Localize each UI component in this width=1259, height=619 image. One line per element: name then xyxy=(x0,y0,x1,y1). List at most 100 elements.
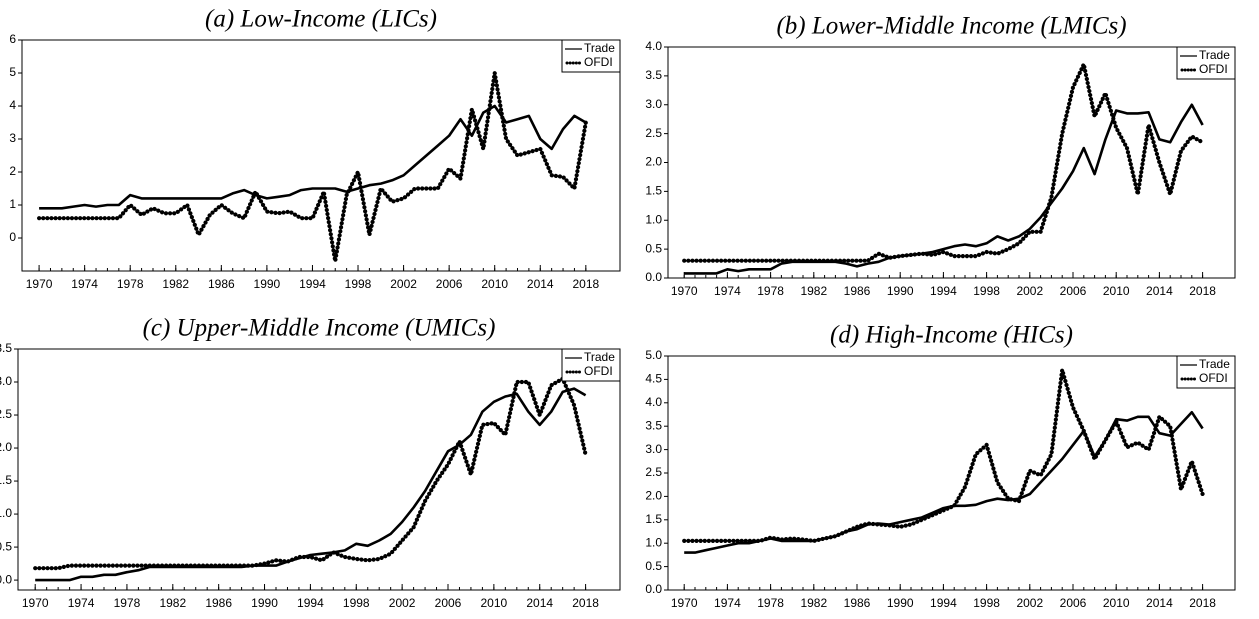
x-tick-label: 2014 xyxy=(1146,596,1173,610)
x-tick-label: 1998 xyxy=(973,596,1000,610)
x-tick-label: 1982 xyxy=(800,596,827,610)
y-tick-label: 3.0 xyxy=(645,97,662,111)
x-tick-label: 1982 xyxy=(800,284,827,298)
x-tick-label: 2002 xyxy=(1016,596,1043,610)
y-tick-label: 1.0 xyxy=(645,535,662,549)
panel-title: (c) Upper-Middle Income (UMICs) xyxy=(143,315,496,342)
y-tick-label: 4.5 xyxy=(645,372,662,386)
x-tick-label: 1994 xyxy=(299,277,326,291)
legend-box xyxy=(561,348,621,382)
plot-frame xyxy=(21,39,621,272)
legend-box xyxy=(1176,355,1236,389)
x-tick-label: 1974 xyxy=(68,596,95,610)
y-tick-label: 4.0 xyxy=(645,39,662,53)
x-tick-label: 1970 xyxy=(26,277,53,291)
legend-label: Trade xyxy=(584,350,615,364)
legend-label: OFDI xyxy=(584,364,613,378)
y-tick-label: 2.5 xyxy=(645,126,662,140)
plot-frame xyxy=(667,46,1236,279)
x-tick-label: 2010 xyxy=(481,277,508,291)
x-tick-label: 1970 xyxy=(22,596,49,610)
y-tick-label: 3.5 xyxy=(645,68,662,82)
y-tick-label: 4.0 xyxy=(645,395,662,409)
series-line xyxy=(682,367,1205,543)
panel: (b) Lower-Middle Income (LMICs) 0.0 0.5 1.0… xyxy=(645,13,1236,298)
y-tick-label: 2.5 xyxy=(0,407,12,421)
x-tick-label: 2018 xyxy=(572,596,599,610)
series-line xyxy=(682,62,1205,263)
x-tick-label: 1978 xyxy=(757,596,784,610)
x-tick-label: 2002 xyxy=(389,596,416,610)
x-tick-label: 2006 xyxy=(436,277,463,291)
y-tick-label: 1.5 xyxy=(0,473,12,487)
legend-label: OFDI xyxy=(584,55,613,69)
series-line xyxy=(39,104,587,210)
x-tick-label: 2006 xyxy=(1060,284,1087,298)
y-tick-label: 3.5 xyxy=(0,341,12,355)
x-tick-label: 1994 xyxy=(930,596,957,610)
series-line xyxy=(35,387,587,582)
legend-box xyxy=(561,39,621,73)
y-tick-label: 3.0 xyxy=(0,374,12,388)
y-tick-label: 1.0 xyxy=(645,212,662,226)
series-line xyxy=(684,410,1204,554)
y-tick-label: 1.5 xyxy=(645,184,662,198)
panel: (c) Upper-Middle Income (UMICs) 0.0 0.5 1.0… xyxy=(0,315,621,610)
legend-box xyxy=(1176,46,1236,80)
y-tick-label: 2 xyxy=(9,164,16,178)
x-tick-label: 1998 xyxy=(973,284,1000,298)
panel-title: (b) Lower-Middle Income (LMICs) xyxy=(776,13,1126,40)
panel: (a) Low-Income (LICs) 0 1 2 3 4 5 6 1970 1974 1978… xyxy=(9,6,621,291)
x-tick-label: 1986 xyxy=(205,596,232,610)
panel: (d) High-Income (HICs) 0.0 0.5 1.0 1.5 2.0 2.5… xyxy=(645,322,1236,610)
y-tick-label: 3 xyxy=(9,131,16,145)
y-tick-label: 1.0 xyxy=(0,506,12,520)
y-tick-label: 0 xyxy=(9,230,16,244)
x-tick-label: 1986 xyxy=(844,284,871,298)
x-tick-label: 1970 xyxy=(671,284,698,298)
x-tick-label: 1970 xyxy=(671,596,698,610)
y-tick-label: 3.0 xyxy=(645,442,662,456)
x-tick-label: 2002 xyxy=(390,277,417,291)
y-tick-label: 5.0 xyxy=(645,348,662,362)
series-line xyxy=(684,103,1204,275)
x-tick-label: 2002 xyxy=(1016,284,1043,298)
y-tick-label: 0.0 xyxy=(0,572,12,586)
x-tick-label: 2014 xyxy=(527,277,554,291)
x-tick-label: 1990 xyxy=(887,596,914,610)
legend-label: Trade xyxy=(584,41,615,55)
x-tick-label: 1998 xyxy=(345,277,372,291)
x-tick-label: 1994 xyxy=(297,596,324,610)
x-tick-label: 1986 xyxy=(844,596,871,610)
x-tick-label: 1990 xyxy=(251,596,278,610)
x-tick-label: 2010 xyxy=(1103,284,1130,298)
y-tick-label: 2.0 xyxy=(645,155,662,169)
y-tick-label: 4 xyxy=(9,98,16,112)
x-tick-label: 1982 xyxy=(159,596,186,610)
y-tick-label: 3.5 xyxy=(645,418,662,432)
legend-label: OFDI xyxy=(1199,371,1228,385)
series-line xyxy=(37,70,588,264)
x-tick-label: 2010 xyxy=(1103,596,1130,610)
x-tick-label: 1994 xyxy=(930,284,957,298)
y-tick-label: 0.0 xyxy=(645,270,662,284)
y-tick-label: 2.5 xyxy=(645,465,662,479)
x-tick-label: 1990 xyxy=(254,277,281,291)
panel-title: (d) High-Income (HICs) xyxy=(830,322,1073,349)
legend-label: OFDI xyxy=(1199,62,1228,76)
y-tick-label: 0.0 xyxy=(645,582,662,596)
x-tick-label: 2018 xyxy=(572,277,599,291)
x-tick-label: 1990 xyxy=(887,284,914,298)
x-tick-label: 2014 xyxy=(1146,284,1173,298)
y-tick-label: 0.5 xyxy=(645,241,662,255)
x-tick-label: 2018 xyxy=(1189,284,1216,298)
y-tick-label: 0.5 xyxy=(0,539,12,553)
x-tick-label: 2006 xyxy=(1060,596,1087,610)
series-line xyxy=(33,376,588,571)
y-tick-label: 1.5 xyxy=(645,512,662,526)
x-tick-label: 2018 xyxy=(1189,596,1216,610)
x-tick-label: 1974 xyxy=(714,596,741,610)
x-tick-label: 2010 xyxy=(481,596,508,610)
